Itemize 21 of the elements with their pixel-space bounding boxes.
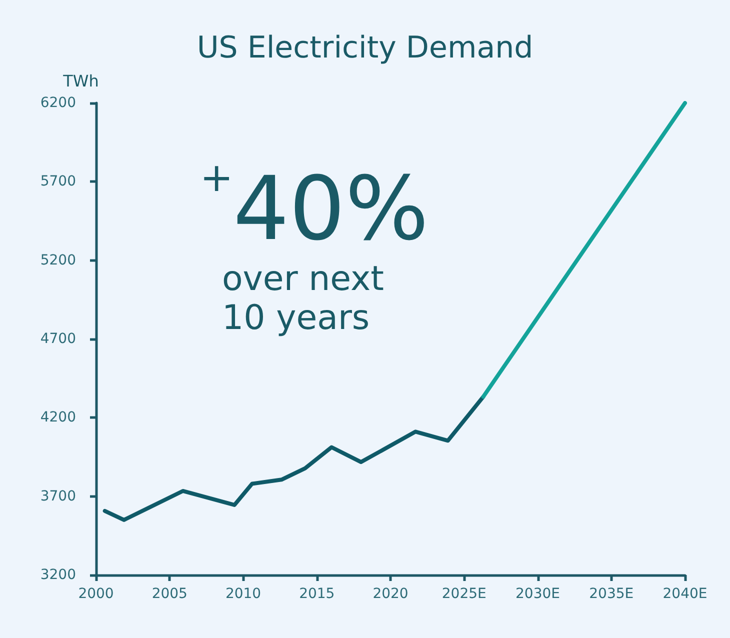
x-tick-label: 2040E	[662, 586, 708, 602]
x-tick-label: 2035E	[589, 586, 634, 602]
x-tick-label: 2015	[299, 586, 335, 602]
y-tick-label: 4700	[40, 331, 76, 347]
y-axis-title: TWh	[62, 72, 99, 90]
annotation: over next 10 years	[222, 259, 384, 338]
y-tick-label: 3700	[40, 488, 76, 504]
x-tick-label: 2025E	[442, 586, 486, 602]
x-tick-label: 2000	[78, 586, 114, 602]
annotation: +40%	[200, 155, 429, 260]
y-tick-label: 3200	[40, 567, 76, 583]
y-tick-label: 4200	[40, 410, 76, 426]
x-tick-label: 2020	[372, 586, 408, 602]
y-tick-label: 5200	[40, 252, 76, 268]
x-tick-label: 2010	[225, 586, 262, 602]
x-tick-label: 2030E	[516, 586, 560, 602]
y-tick-label: 5700	[40, 174, 76, 190]
chart-title: US Electricity Demand	[196, 30, 534, 66]
y-tick-label: 6200	[40, 95, 76, 111]
x-tick-label: 2005	[152, 586, 188, 602]
line-series	[102, 394, 486, 522]
